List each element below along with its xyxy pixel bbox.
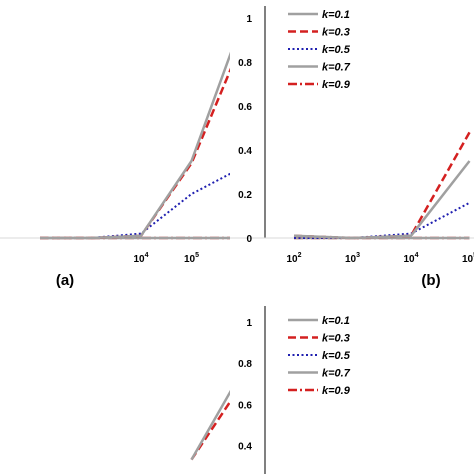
series-line-k01 xyxy=(293,160,471,240)
y-tick-label: 0.4 xyxy=(238,146,252,157)
x-tick-base: 10 xyxy=(234,254,246,265)
x-tick-label: 102 xyxy=(286,252,301,265)
chart-panel-1: 104 105 106 107 xyxy=(0,51,249,265)
x-tick-base: 10 xyxy=(403,254,415,265)
y-tick-label: 0.4 xyxy=(238,442,252,453)
legend-label: k=0.5 xyxy=(322,350,351,362)
x-tick-base: 10 xyxy=(184,254,196,265)
chart-panel-4: 0.4 0.6 0.8 1 xyxy=(238,306,266,474)
series-line-k05 xyxy=(40,172,230,239)
x-tick-base: 10 xyxy=(133,254,145,265)
x-tick-exponent: 3 xyxy=(356,252,360,259)
x-tick-exponent: 5 xyxy=(195,252,199,259)
x-tick-exponent: 2 xyxy=(298,252,302,259)
legend-label: k=0.7 xyxy=(322,368,351,380)
y-tick-label: 0.8 xyxy=(238,58,252,69)
y-tick-label: 0.8 xyxy=(238,359,252,370)
y-tick-label: 0 xyxy=(246,234,252,245)
legend-label: k=0.3 xyxy=(322,333,350,345)
panel-label: (a) xyxy=(56,272,74,289)
chart-panel-3 xyxy=(190,389,230,461)
x-tick-label: 105 xyxy=(462,252,474,265)
y-tick-label: 0.2 xyxy=(238,190,252,201)
y-tick-label: 1 xyxy=(246,14,252,25)
x-tick-exponent: 4 xyxy=(145,252,149,259)
panel-label: (b) xyxy=(421,272,440,289)
y-tick-label: 1 xyxy=(246,318,252,329)
legend-label: k=0.9 xyxy=(322,79,351,91)
x-tick-exponent: 4 xyxy=(415,252,419,259)
legend-label: k=0.5 xyxy=(322,44,351,56)
series-line-k03 xyxy=(293,131,471,240)
legend-label: k=0.7 xyxy=(322,62,351,74)
x-tick-base: 10 xyxy=(345,254,357,265)
series-line-k05 xyxy=(294,201,470,239)
legend-label: k=0.3 xyxy=(322,27,350,39)
series-line-k03 xyxy=(40,67,230,240)
legend-label: k=0.1 xyxy=(322,315,350,327)
y-tick-label: 0.6 xyxy=(238,102,252,113)
y-tick-label: 0.6 xyxy=(238,400,252,411)
x-tick-base: 10 xyxy=(462,254,474,265)
chart-panel-2: 00.20.40.60.81102103104105 xyxy=(230,6,474,265)
x-tick-base: 10 xyxy=(286,254,298,265)
series-line-k01 xyxy=(190,389,230,461)
x-tick-label: 103 xyxy=(345,252,360,265)
series-line-k03 xyxy=(190,399,230,461)
series-line-k01 xyxy=(40,51,230,240)
x-tick-label: 106 xyxy=(234,252,249,265)
x-tick-exponent: 6 xyxy=(246,252,250,259)
legend-label: k=0.9 xyxy=(322,385,351,397)
x-tick-label: 104 xyxy=(133,252,148,265)
x-tick-label: 104 xyxy=(403,252,418,265)
x-tick-label: 105 xyxy=(184,252,199,265)
legend-label: k=0.1 xyxy=(322,9,350,21)
